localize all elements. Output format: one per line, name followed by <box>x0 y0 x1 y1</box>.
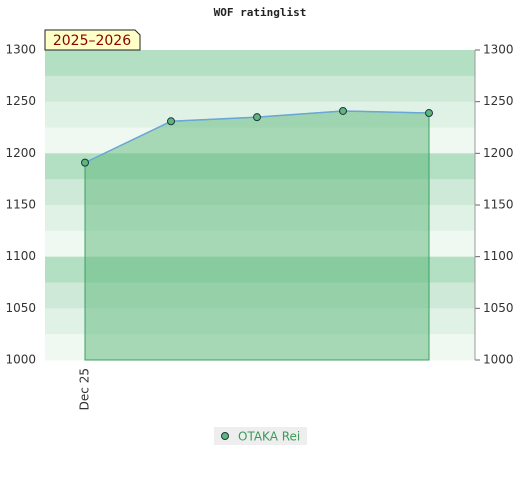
annotation: 2025–2026 <box>53 33 131 49</box>
legend-label: OTAKA Rei <box>238 430 300 444</box>
marker <box>81 158 89 167</box>
marker <box>339 106 347 115</box>
y-tick-label-right: 1200 <box>483 146 514 160</box>
marker <box>253 113 261 122</box>
y-tick-label-right: 1000 <box>483 353 514 367</box>
y-tick-label: 1300 <box>5 43 36 57</box>
y-tick-label: 1000 <box>5 353 36 367</box>
chart-title: WOF ratinglist <box>214 6 307 19</box>
legend-box <box>214 427 307 445</box>
y-tick-label-right: 1050 <box>483 301 514 315</box>
annotation-box <box>44 29 141 51</box>
marker <box>425 109 433 118</box>
y-tick-label: 1050 <box>5 301 36 315</box>
marker <box>167 117 175 126</box>
y-tick-label-right: 1250 <box>483 94 514 108</box>
x-tick-label: Dec 25 <box>78 368 92 410</box>
y-tick-label: 1200 <box>5 146 36 160</box>
area <box>84 110 430 361</box>
y-tick-label-right: 1100 <box>483 249 514 263</box>
y-tick-label: 1250 <box>5 94 36 108</box>
y-tick-label-right: 1300 <box>483 43 514 57</box>
band <box>45 50 475 77</box>
band <box>45 75 475 103</box>
y-tick-label-right: 1150 <box>483 198 514 212</box>
y-tick-label: 1100 <box>5 249 36 263</box>
y-tick-label: 1150 <box>5 198 36 212</box>
legend-marker <box>221 432 229 440</box>
